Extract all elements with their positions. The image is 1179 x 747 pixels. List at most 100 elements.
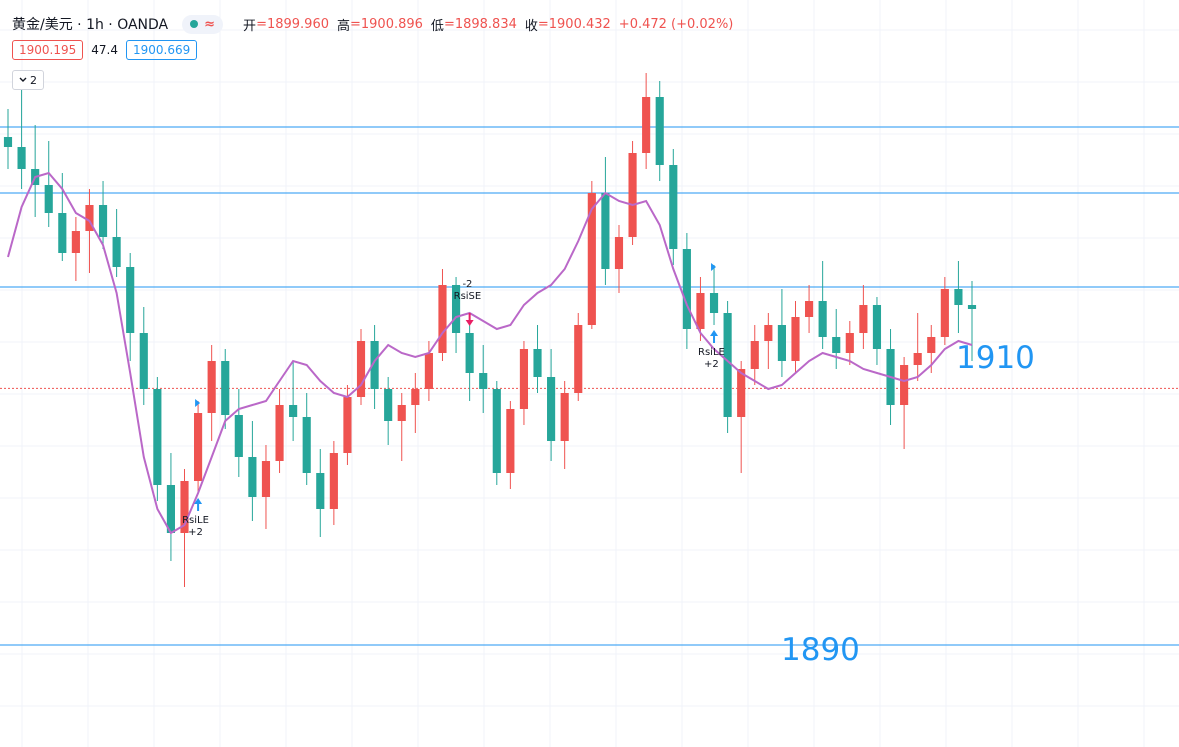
candle-body-down — [221, 361, 230, 415]
long-entry-arrow-icon — [710, 330, 719, 336]
signal-name: RsiLE — [182, 515, 209, 526]
candle-body-up — [180, 481, 189, 533]
candle-body-down — [533, 349, 542, 377]
chevron-down-icon — [19, 77, 27, 82]
candle-body-down — [370, 341, 379, 389]
candle-body-down — [655, 97, 664, 165]
candle-body-down — [479, 373, 488, 389]
candle-body-down — [492, 389, 501, 473]
candle-body-down — [302, 417, 311, 473]
candle-body-down — [954, 289, 963, 305]
symbol-header: 黄金/美元 · 1h · OANDA ≈ 开 =1899.960 高 =1900.8… — [12, 14, 733, 34]
candle-body-up — [927, 337, 936, 353]
candle-body-up — [696, 293, 705, 329]
candle-body-down — [547, 377, 556, 441]
moving-average-line — [7, 171, 973, 535]
signal-label-rsile-1: RsiLE +2 — [182, 515, 209, 539]
quote-row: 1900.195 47.4 1900.669 — [12, 40, 198, 60]
signal-qty: -2 — [462, 279, 473, 290]
candle-body-up — [438, 285, 447, 353]
signal-name: RsiSE — [453, 291, 482, 302]
candle-body-up — [587, 193, 596, 325]
open-value: =1899.960 — [256, 16, 329, 32]
symbol-title[interactable]: 黄金/美元 · 1h · OANDA — [12, 17, 169, 33]
candle-body-up — [397, 405, 406, 421]
level-label-lower: 1890 — [781, 632, 860, 668]
candle-body-down — [465, 333, 474, 373]
short-entry-arrow-icon — [465, 320, 474, 326]
candle-body-up — [737, 369, 746, 417]
candle-body-up — [85, 205, 94, 231]
close-label: 收 — [524, 18, 538, 34]
candle-body-down — [872, 305, 882, 349]
candle-body-down — [777, 325, 786, 361]
bid-button[interactable]: 1900.195 — [12, 40, 84, 60]
candle-body-down — [98, 205, 108, 237]
candle-body-up — [804, 301, 814, 317]
candle-body-up — [940, 289, 949, 337]
candle-body-up — [614, 237, 624, 269]
high-label: 高 — [336, 18, 350, 34]
candle-body-up — [560, 393, 569, 441]
candle-body-up — [261, 461, 271, 497]
signal-label-rsise: -2 RsiSE — [454, 279, 482, 303]
signal-qty: +2 — [188, 527, 203, 538]
candle-body-up — [356, 341, 366, 397]
candle-body-down — [17, 147, 26, 169]
indicator-toggle[interactable]: 2 — [12, 70, 44, 90]
wave-icon: ≈ — [204, 16, 216, 32]
signal-label-rsile-2: RsiLE +2 — [698, 347, 725, 371]
long-entry-arrow-icon — [194, 498, 203, 504]
change-value: +0.472 (+0.02%) — [618, 16, 734, 32]
candle-body-down — [234, 415, 243, 457]
candle-body-down — [967, 305, 977, 309]
candle-body-down — [316, 473, 325, 509]
candle-body-down — [153, 389, 162, 485]
high-value: =1900.896 — [350, 16, 423, 32]
candle-body-up — [424, 353, 433, 389]
entry-flag-icon — [195, 399, 201, 407]
candle-body-down — [818, 301, 827, 337]
market-open-dot — [190, 20, 199, 28]
level-label-upper: 1910 — [956, 340, 1035, 376]
candle-body-up — [506, 409, 515, 473]
candle-body-down — [451, 285, 461, 333]
candle-body-down — [126, 267, 135, 333]
candle-body-up — [791, 317, 800, 361]
candle-body-down — [58, 213, 67, 253]
candle-body-up — [642, 97, 651, 153]
candle-body-down — [384, 389, 393, 421]
candle-body-down — [44, 185, 53, 213]
signal-name: RsiLE — [698, 347, 725, 358]
candle-body-down — [166, 485, 176, 533]
indicator-count: 2 — [30, 73, 37, 87]
spread-value: 47.4 — [91, 43, 118, 57]
candle-body-down — [709, 293, 719, 313]
signal-markers — [194, 263, 719, 511]
candle-body-up — [764, 325, 773, 341]
candle-body-down — [3, 137, 13, 147]
low-label: 低 — [430, 18, 444, 34]
market-status-pill[interactable]: ≈ — [182, 14, 224, 34]
candle-body-down — [723, 313, 732, 417]
candle-body-up — [329, 453, 338, 509]
candle-body-up — [343, 397, 352, 453]
candle-body-up — [913, 353, 922, 365]
candle-body-up — [194, 413, 203, 481]
candle-body-up — [628, 153, 637, 237]
candle-body-up — [519, 349, 529, 409]
candle-body-down — [289, 405, 298, 417]
ask-button[interactable]: 1900.669 — [125, 40, 198, 60]
low-value: =1898.834 — [443, 16, 517, 32]
close-value: =1900.432 — [537, 16, 611, 32]
candle-body-down — [669, 165, 678, 249]
candle-body-up — [900, 365, 909, 405]
candle-body-up — [275, 405, 284, 461]
candle-body-down — [248, 457, 257, 497]
candle-body-down — [832, 337, 841, 353]
candle-body-down — [112, 237, 121, 267]
candle-body-down — [139, 333, 148, 389]
candle-body-up — [574, 325, 583, 393]
entry-flag-icon — [711, 263, 717, 271]
